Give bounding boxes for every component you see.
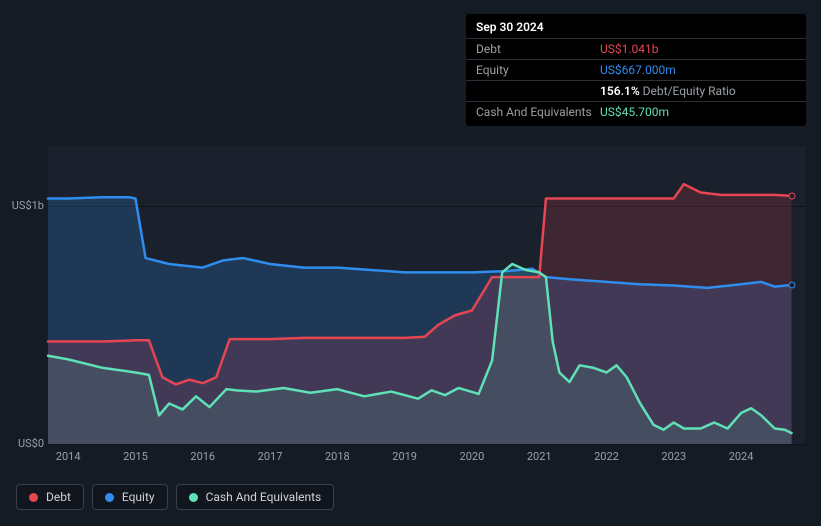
tooltip-label: Cash And Equivalents: [476, 104, 600, 120]
series-svg: [48, 146, 805, 444]
legend-label: Cash And Equivalents: [206, 490, 322, 504]
y-axis-label: US$1b: [12, 199, 44, 212]
tooltip-row: 156.1% Debt/Equity Ratio: [466, 81, 806, 102]
tooltip-date: Sep 30 2024: [466, 18, 806, 39]
tooltip-label: Debt: [476, 41, 600, 57]
x-axis-label: 2022: [594, 450, 619, 463]
tooltip-label: Equity: [476, 62, 600, 78]
legend-swatch: [105, 493, 114, 502]
tooltip-value: US$1.041b: [600, 41, 659, 57]
legend-swatch: [189, 493, 198, 502]
series-end-dot-debt: [788, 192, 795, 199]
legend-label: Equity: [122, 490, 155, 504]
legend-label: Debt: [46, 490, 71, 504]
legend-item-cash-and-equivalents[interactable]: Cash And Equivalents: [176, 484, 335, 510]
x-axis-label: 2019: [392, 450, 417, 463]
legend-item-debt[interactable]: Debt: [16, 484, 84, 510]
tooltip-value: 156.1% Debt/Equity Ratio: [600, 83, 736, 99]
legend-swatch: [29, 493, 38, 502]
chart-tooltip: Sep 30 2024 DebtUS$1.041bEquityUS$667.00…: [466, 14, 806, 126]
grid-line: [48, 444, 805, 445]
x-axis-label: 2021: [527, 450, 552, 463]
x-axis: 2014 2015 2016 2017 2018 2019 2020 2021 2022 2023…: [48, 450, 805, 468]
x-axis-label: 2016: [190, 450, 215, 463]
plot-area[interactable]: [48, 146, 805, 444]
tooltip-row: DebtUS$1.041b: [466, 39, 806, 60]
tooltip-row: EquityUS$667.000m: [466, 60, 806, 81]
x-axis-label: 2017: [258, 450, 283, 463]
x-axis-label: 2014: [56, 450, 81, 463]
x-axis-label: 2018: [325, 450, 350, 463]
tooltip-row: Cash And EquivalentsUS$45.700m: [466, 102, 806, 122]
debt-equity-chart: US$0US$1b 201420152016201720182019202020…: [16, 124, 805, 468]
x-axis-label: 2023: [661, 450, 686, 463]
x-axis-label: 2020: [460, 450, 485, 463]
tooltip-value: US$45.700m: [600, 104, 669, 120]
x-axis-label: 2015: [123, 450, 148, 463]
x-axis-label: 2024: [729, 450, 754, 463]
y-axis-label: US$0: [18, 437, 44, 450]
legend-item-equity[interactable]: Equity: [92, 484, 168, 510]
tooltip-value: US$667.000m: [600, 62, 676, 78]
series-end-dot-equity: [788, 281, 795, 288]
tooltip-label: [476, 83, 600, 99]
chart-legend: Debt Equity Cash And Equivalents: [16, 484, 334, 510]
